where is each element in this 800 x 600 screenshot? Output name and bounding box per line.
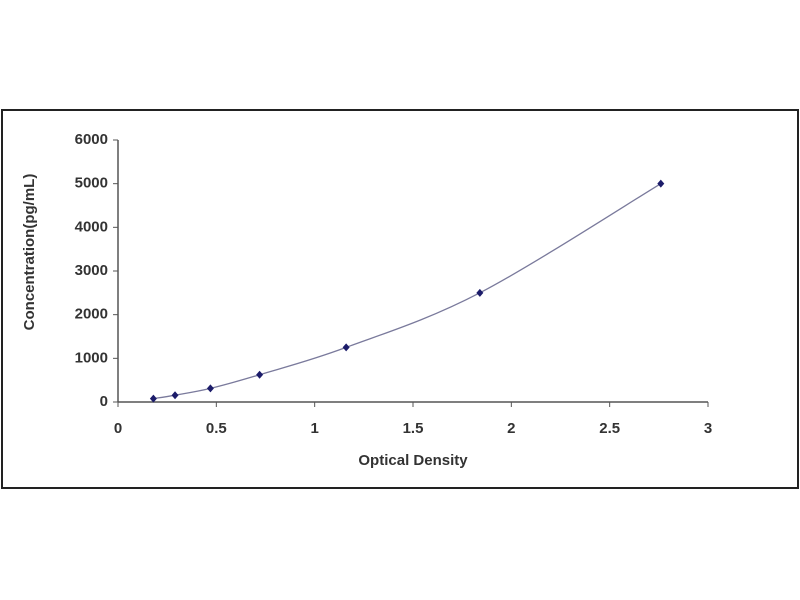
y-tick-label: 4000 bbox=[75, 218, 108, 235]
curve bbox=[153, 183, 662, 400]
chart-frame bbox=[1, 109, 799, 489]
data-point bbox=[206, 384, 214, 393]
data-point bbox=[256, 370, 264, 379]
x-tick-label: 2.5 bbox=[599, 420, 620, 437]
y-tick-label: 3000 bbox=[75, 262, 108, 279]
y-tick-label: 6000 bbox=[75, 131, 108, 148]
y-tick-label: 1000 bbox=[75, 349, 108, 366]
data-point bbox=[657, 179, 665, 188]
x-tick-label: 1.5 bbox=[403, 420, 424, 437]
data-point bbox=[149, 394, 157, 403]
y-tick-label: 5000 bbox=[75, 175, 108, 192]
x-tick-label: 2 bbox=[507, 420, 515, 437]
data-point bbox=[476, 288, 484, 297]
data-point bbox=[342, 343, 350, 352]
y-tick-label: 2000 bbox=[75, 306, 108, 323]
x-tick-label: 3 bbox=[704, 420, 712, 437]
y-axis-label: Concentration(pg/mL) bbox=[21, 174, 38, 331]
x-tick-label: 1 bbox=[310, 420, 318, 437]
x-tick-label: 0 bbox=[114, 420, 122, 437]
x-tick-label: 0.5 bbox=[206, 420, 227, 437]
y-tick-label: 0 bbox=[100, 393, 108, 410]
data-point bbox=[171, 391, 179, 400]
x-axis-label: Optical Density bbox=[358, 452, 468, 469]
